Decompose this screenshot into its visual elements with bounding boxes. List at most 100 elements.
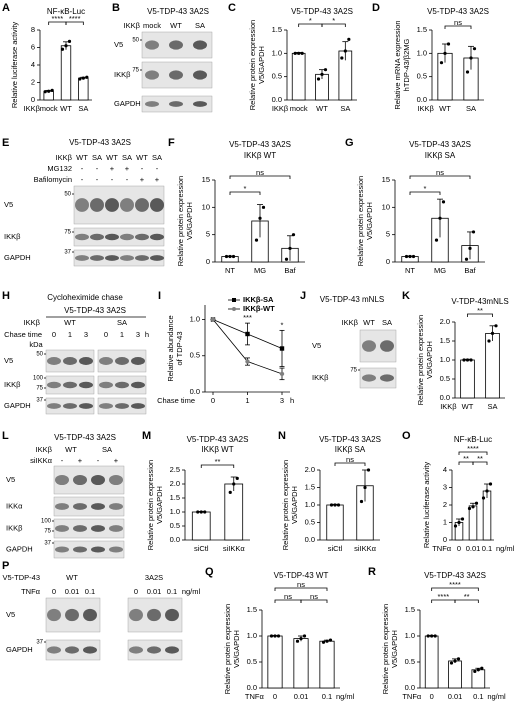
band-name: IKKβ <box>4 380 21 389</box>
significance-label: ns <box>297 580 305 589</box>
x-tick-label: siCtl <box>194 544 209 553</box>
data-point <box>471 505 475 509</box>
data-point <box>408 254 412 259</box>
band-name: IKKβ <box>312 373 329 382</box>
significance-label: * <box>309 16 312 25</box>
bar <box>291 52 306 101</box>
band-name: GAPDH <box>4 253 31 262</box>
bar <box>224 483 244 541</box>
significance-label: **** <box>69 14 81 23</box>
significance-bracket <box>444 25 472 29</box>
x-tick-label: WT <box>439 104 451 113</box>
blot-band <box>165 646 179 654</box>
x-unit: ng/ml <box>496 544 515 553</box>
significance-label: * <box>244 184 247 193</box>
y-tick-label: 3 <box>443 482 447 491</box>
panel-letter: N <box>278 430 286 442</box>
lane-label: SA <box>122 153 132 162</box>
blot-band <box>150 255 164 261</box>
lane-label: + <box>140 175 145 184</box>
significance-label: ns <box>256 168 264 177</box>
data-point <box>291 233 296 237</box>
data-point <box>232 482 236 486</box>
y-tick-label: 0.5 <box>440 374 450 383</box>
y-tick-label: 2.0 <box>170 479 180 488</box>
x-group-label: TNFα <box>402 692 422 701</box>
blot-band <box>131 381 145 389</box>
x-group-label: IKKβ <box>417 104 434 113</box>
data-point <box>276 634 281 638</box>
y-axis-label: Relative luciferase activity <box>10 22 19 109</box>
legend-label: IKKβ-WT <box>243 304 275 313</box>
y-axis-label: V5/GAPDH <box>185 202 194 240</box>
band-name: V5 <box>6 610 15 619</box>
panel-title: Cycloheximide chase <box>47 293 123 302</box>
blot-band <box>193 101 207 107</box>
panel-letter: J <box>300 290 306 302</box>
data-point <box>228 490 232 494</box>
data-point <box>465 358 470 362</box>
blot-band <box>193 40 207 50</box>
bar <box>60 45 72 101</box>
y-axis-label: V5/GAPDH <box>155 486 164 524</box>
blot-band <box>145 101 159 107</box>
data-point <box>47 89 51 93</box>
lane-label: 0 <box>52 587 56 596</box>
y-tick-label: 1.0 <box>272 48 282 57</box>
panel-letter: L <box>2 430 9 442</box>
significance-bracket <box>458 451 488 455</box>
lane-label: + <box>110 164 115 173</box>
blot-image <box>53 540 125 559</box>
y-tick-label: 2.0 <box>305 465 315 474</box>
kda-marker: 50 <box>132 38 139 44</box>
blot-band <box>150 198 164 212</box>
data-point <box>467 506 472 511</box>
blot-band <box>145 70 159 80</box>
data-point <box>273 634 277 638</box>
y-axis-label: hTDP-43/β2MG <box>402 39 411 92</box>
x-tick-label: 0.01 <box>294 692 309 701</box>
kda-marker: 100 <box>41 519 52 525</box>
data-point <box>456 657 461 661</box>
blot-band <box>105 198 119 212</box>
blot-band <box>115 403 129 409</box>
bar <box>326 504 344 541</box>
data-point <box>469 56 473 60</box>
significance-label: * <box>332 16 335 25</box>
blot-band <box>91 474 105 486</box>
bar <box>191 511 211 541</box>
lane-label: WT <box>64 318 76 327</box>
panel-title: V5-TDP-43 WT <box>274 571 329 580</box>
panel-title: V-TDP-43mNLS <box>451 297 508 306</box>
data-point <box>64 44 68 48</box>
blot-band <box>380 374 394 382</box>
data-point <box>228 254 232 259</box>
blot-band <box>73 474 87 486</box>
data-point <box>464 257 469 261</box>
kda-marker: 37 <box>36 398 43 404</box>
lane-label: WT <box>66 573 78 582</box>
blot-band <box>115 381 129 389</box>
y-tick-label: 1.0 <box>417 48 427 57</box>
blot-band <box>73 525 87 532</box>
y-axis-label: Relative protein expression <box>248 20 257 110</box>
x-tick-label: siCtl <box>328 544 343 553</box>
blot-band <box>380 340 394 352</box>
y-tick-label: 2.0 <box>440 317 450 326</box>
significance-label: **** <box>449 580 461 589</box>
lane-label: IKKβ <box>124 21 141 30</box>
lane-label: Bafilomycin <box>34 175 72 184</box>
bar <box>319 640 335 689</box>
blot-band <box>83 608 97 622</box>
y-tick-label: 8 <box>31 25 35 34</box>
blot-band <box>150 233 164 241</box>
x-tick-label: WT <box>60 104 72 113</box>
significance-bracket <box>467 313 493 317</box>
blot-band <box>99 381 113 389</box>
panel-title: V5-TDP-43 3A2S <box>187 435 249 444</box>
x-unit: h <box>290 396 294 405</box>
lane-label: + <box>78 456 83 465</box>
panel-letter: I <box>158 290 161 302</box>
blot-band <box>135 233 149 241</box>
blot-band <box>75 255 89 261</box>
